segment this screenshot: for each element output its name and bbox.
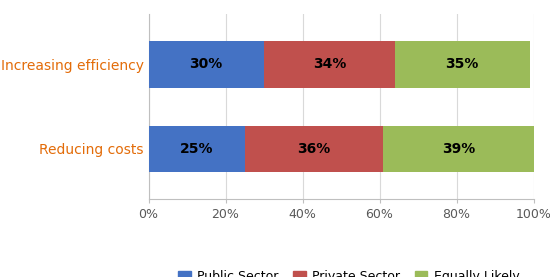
Bar xyxy=(395,41,530,88)
Text: 25%: 25% xyxy=(180,142,213,156)
Bar xyxy=(148,126,245,172)
Bar xyxy=(383,126,534,172)
Bar xyxy=(245,126,383,172)
Text: 36%: 36% xyxy=(298,142,331,156)
Text: 30%: 30% xyxy=(190,57,223,71)
Text: 39%: 39% xyxy=(442,142,475,156)
Text: 34%: 34% xyxy=(313,57,346,71)
Text: 35%: 35% xyxy=(446,57,479,71)
Bar xyxy=(148,41,264,88)
Legend: Public Sector, Private Sector, Equally Likely: Public Sector, Private Sector, Equally L… xyxy=(173,265,524,277)
Bar xyxy=(264,41,395,88)
